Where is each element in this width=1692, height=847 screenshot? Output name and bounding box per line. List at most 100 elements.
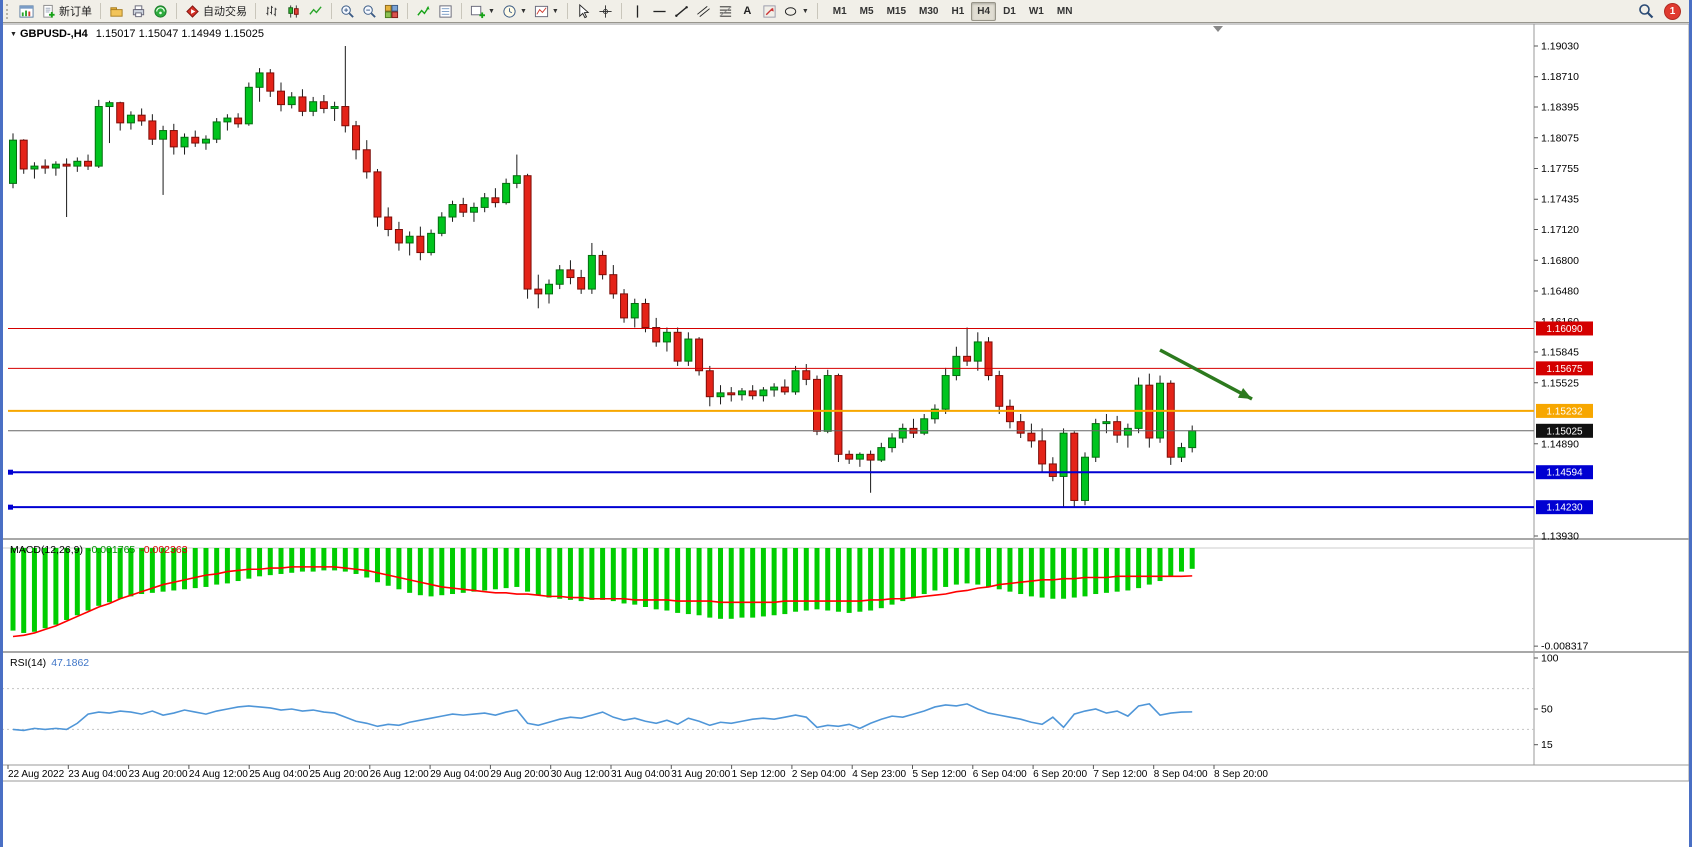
timeframe-W1[interactable]: W1 <box>1028 5 1044 17</box>
price-tick-label: 1.14890 <box>1541 438 1579 450</box>
toolbar-separator <box>176 3 177 19</box>
rsi-axis-label: 50 <box>1541 704 1553 716</box>
cursor-button[interactable] <box>573 1 594 21</box>
vertical-line-button[interactable] <box>627 1 648 21</box>
timeframe-H1[interactable]: H1 <box>951 5 965 17</box>
candle <box>1134 384 1143 429</box>
print-button[interactable] <box>128 1 149 21</box>
macd-bar <box>1018 548 1024 595</box>
candlestick-chart-button[interactable] <box>283 1 304 21</box>
channel-button[interactable] <box>693 1 714 21</box>
candle <box>566 269 575 279</box>
timeframe-D1[interactable]: D1 <box>1003 5 1016 17</box>
candle <box>512 175 521 184</box>
line-chart-button[interactable] <box>305 1 326 21</box>
price-label-bg <box>1536 321 1593 336</box>
candle <box>1027 432 1036 442</box>
new-chart-dropdown[interactable]: ▼ <box>467 1 498 21</box>
time-label: 8 Sep 20:00 <box>1214 769 1268 780</box>
candle <box>1188 430 1197 449</box>
macd-bar <box>1071 548 1077 598</box>
annotation-arrow[interactable] <box>1159 348 1253 401</box>
candle <box>73 160 82 167</box>
line-handle[interactable] <box>8 469 13 475</box>
trendline-button[interactable] <box>671 1 692 21</box>
trendline-icon <box>674 5 688 17</box>
candle <box>555 269 564 285</box>
zoom-in-button[interactable] <box>337 1 358 21</box>
profiles-button[interactable] <box>106 1 127 21</box>
macd-bar <box>460 548 466 593</box>
macd-bar <box>42 548 48 629</box>
crosshair-button[interactable] <box>595 1 616 21</box>
macd-bar <box>503 548 509 589</box>
template-dropdown[interactable]: ▼ <box>531 1 562 21</box>
arrows-tool-button[interactable] <box>759 1 780 21</box>
candle <box>952 355 961 377</box>
timeframe-M30[interactable]: M30 <box>919 5 939 17</box>
candle <box>277 90 285 106</box>
shapes-dropdown[interactable]: ▼ <box>781 1 812 21</box>
notification-badge[interactable]: 1 <box>1665 3 1680 19</box>
candle <box>169 130 178 148</box>
toolbar-separator <box>100 3 101 19</box>
chart-window-button[interactable] <box>16 1 37 21</box>
timeframe-H4[interactable]: H4 <box>971 1 997 21</box>
candle <box>1166 382 1175 458</box>
symbol-dropdown-icon[interactable]: ▼ <box>10 31 17 38</box>
macd-bar <box>64 548 70 620</box>
macd-bar <box>332 548 338 571</box>
macd-axis-label: -0.008317 <box>1541 641 1588 653</box>
chart-list-button[interactable] <box>435 1 456 21</box>
macd-bar <box>771 548 777 616</box>
candle <box>394 229 403 244</box>
candle <box>416 235 425 254</box>
timeframe-M15[interactable]: M15 <box>886 5 907 17</box>
toolbar-grip[interactable] <box>6 3 11 19</box>
candle <box>545 283 553 295</box>
community-button[interactable] <box>150 1 171 21</box>
zoom-out-button[interactable] <box>359 1 380 21</box>
candle <box>1005 405 1014 423</box>
chart-shift-marker[interactable] <box>1213 26 1223 32</box>
new-order-button[interactable]: 新订单 <box>38 1 95 21</box>
time-label: 22 Aug 2022 <box>8 769 65 780</box>
period-dropdown[interactable]: ▼ <box>499 1 530 21</box>
candle <box>330 106 339 109</box>
macd-bar <box>1168 548 1174 577</box>
line-handle[interactable] <box>8 504 13 510</box>
macd-bar <box>1114 548 1120 592</box>
timeframe-MN[interactable]: MN <box>1056 5 1073 17</box>
candle <box>362 149 371 173</box>
macd-bar <box>224 548 230 584</box>
search-button[interactable] <box>1635 1 1657 21</box>
indicators-button[interactable] <box>413 1 434 21</box>
price-tick-label: 1.16800 <box>1541 255 1579 267</box>
price-tick-label: 1.15845 <box>1541 347 1579 359</box>
candle <box>770 386 779 391</box>
tile-windows-button[interactable] <box>381 1 402 21</box>
macd-bar <box>1028 548 1034 597</box>
candle <box>41 165 50 169</box>
timeframe-M1[interactable]: M1 <box>832 5 847 17</box>
price-line-label: 1.15232 <box>1546 406 1583 417</box>
timeframe-M5[interactable]: M5 <box>859 5 874 17</box>
macd-main-value: -0.001765 <box>87 544 136 556</box>
macd-bar <box>192 548 198 589</box>
candle <box>491 197 500 204</box>
price-line-label: 1.16090 <box>1546 324 1583 335</box>
ohlc-quotes: 1.15017 1.15047 1.14949 1.15025 <box>95 28 264 40</box>
bar-chart-button[interactable] <box>261 1 282 21</box>
price-line-label: 1.14594 <box>1546 468 1583 479</box>
fibonacci-button[interactable] <box>715 1 736 21</box>
text-tool-button[interactable]: A <box>737 1 758 21</box>
chart-window-border <box>1 23 1690 782</box>
cursor-icon <box>579 3 590 18</box>
horizontal-line-button[interactable] <box>649 1 670 21</box>
channel-icon <box>696 5 710 17</box>
macd-bar <box>267 548 273 576</box>
candle <box>384 216 393 231</box>
new-chart-icon <box>470 5 485 18</box>
autotrade-button[interactable]: 自动交易 <box>182 1 250 21</box>
